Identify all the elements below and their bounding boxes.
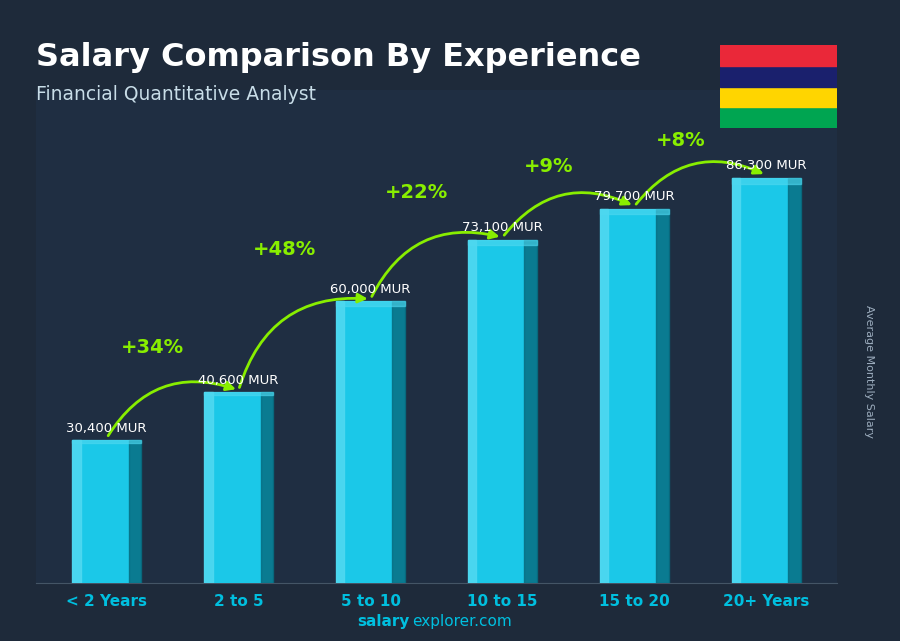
Polygon shape (129, 440, 141, 583)
Text: 40,600 MUR: 40,600 MUR (198, 374, 279, 387)
Polygon shape (468, 240, 476, 583)
Polygon shape (204, 392, 212, 583)
Bar (72, 440, 141, 583)
Bar (720, 45, 837, 65)
Text: +9%: +9% (524, 157, 573, 176)
Text: +34%: +34% (122, 338, 184, 357)
Text: Salary Comparison By Experience: Salary Comparison By Experience (36, 42, 641, 72)
Text: 60,000 MUR: 60,000 MUR (330, 283, 410, 296)
Text: +8%: +8% (656, 131, 706, 149)
Polygon shape (337, 301, 345, 583)
Polygon shape (732, 178, 801, 184)
Polygon shape (72, 440, 141, 442)
Bar (204, 392, 273, 583)
Polygon shape (525, 240, 536, 583)
Text: salary: salary (357, 615, 410, 629)
Text: Financial Quantitative Analyst: Financial Quantitative Analyst (36, 85, 316, 104)
Text: 73,100 MUR: 73,100 MUR (462, 221, 543, 234)
Bar (337, 301, 405, 583)
Text: 30,400 MUR: 30,400 MUR (67, 422, 147, 435)
Text: 86,300 MUR: 86,300 MUR (726, 159, 806, 172)
Bar (732, 178, 801, 583)
Polygon shape (392, 301, 405, 583)
Bar (720, 65, 837, 87)
Bar (468, 240, 536, 583)
Bar (600, 209, 669, 583)
Bar (720, 87, 837, 107)
Text: +22%: +22% (385, 183, 448, 202)
Polygon shape (788, 178, 801, 583)
Polygon shape (732, 178, 740, 583)
Bar (720, 107, 837, 128)
Polygon shape (600, 209, 669, 214)
Polygon shape (261, 392, 273, 583)
Polygon shape (600, 209, 608, 583)
Polygon shape (656, 209, 669, 583)
Polygon shape (72, 440, 81, 583)
Text: explorer.com: explorer.com (412, 615, 512, 629)
Polygon shape (468, 240, 536, 245)
Text: 79,700 MUR: 79,700 MUR (594, 190, 675, 203)
Text: Average Monthly Salary: Average Monthly Salary (863, 305, 874, 438)
Polygon shape (204, 392, 273, 395)
Text: +48%: +48% (253, 240, 317, 259)
Polygon shape (337, 301, 405, 306)
